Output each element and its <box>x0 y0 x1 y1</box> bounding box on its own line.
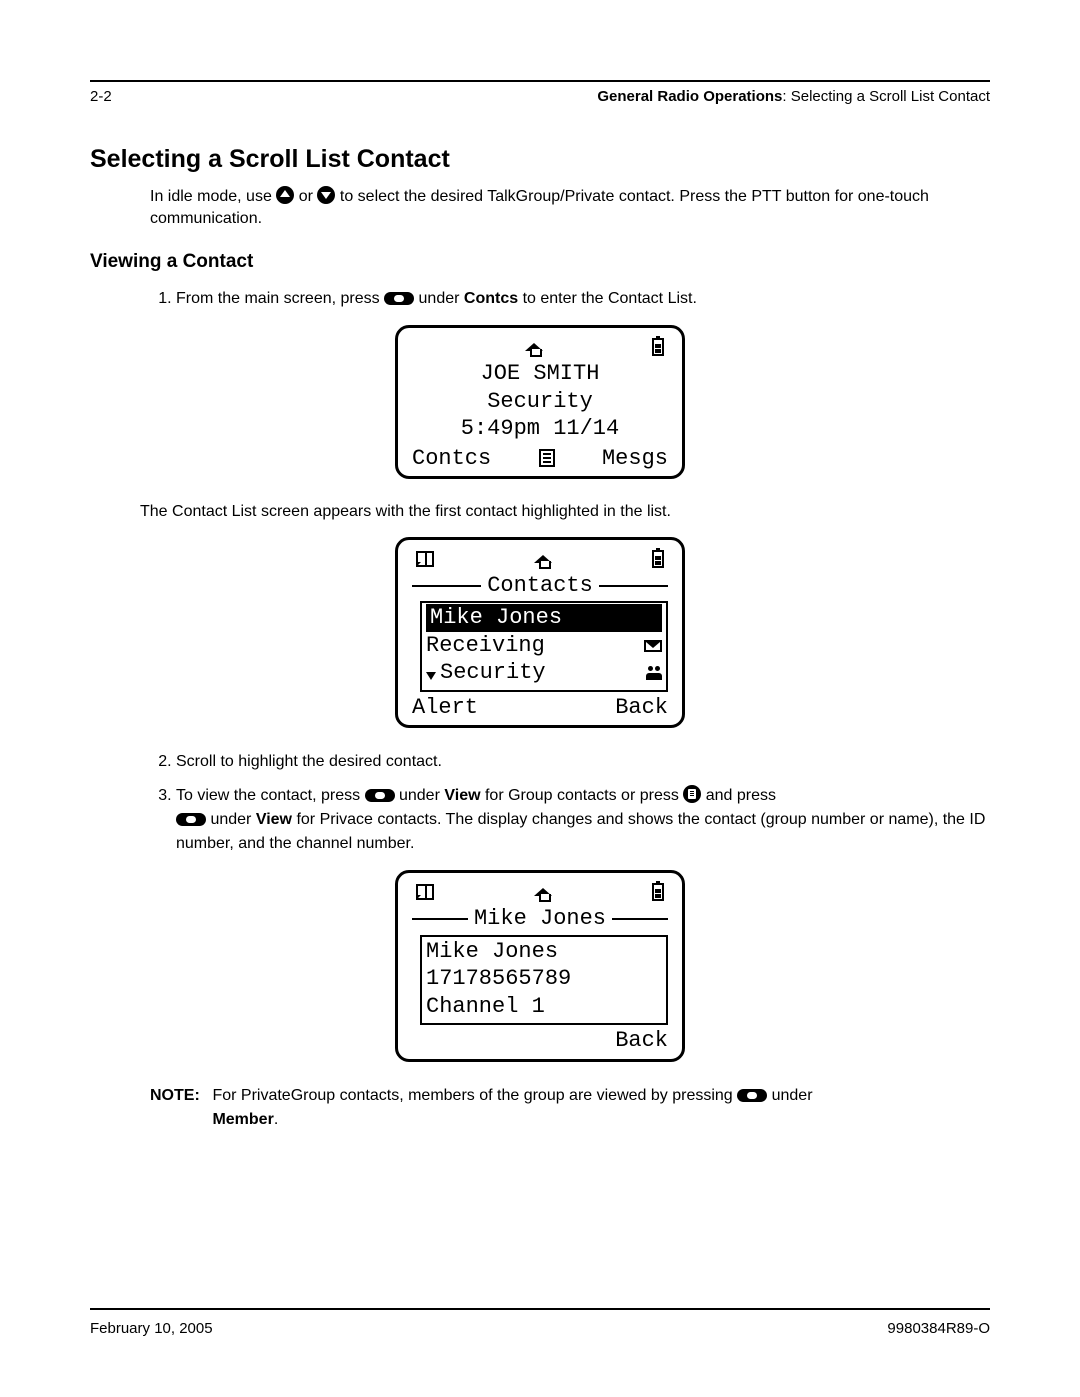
step-list: From the main screen, press under Contcs… <box>150 287 990 311</box>
lcd3-row2: 17178565789 <box>426 965 662 993</box>
page-footer: February 10, 2005 9980384R89-O <box>90 1308 990 1337</box>
heading-1: Selecting a Scroll List Contact <box>90 145 990 174</box>
header-title: General Radio Operations: Selecting a Sc… <box>597 88 990 105</box>
lcd2-row3: Security <box>440 660 546 685</box>
page: 2-2 General Radio Operations: Selecting … <box>0 0 1080 1397</box>
footer-rule <box>90 1308 990 1310</box>
softkey-icon <box>384 292 414 305</box>
home-icon <box>534 884 552 900</box>
lcd1-softkey-right: Mesgs <box>602 445 668 473</box>
book-icon <box>416 551 434 567</box>
lcd2-listbox: Mike Jones Receiving Security <box>420 601 668 692</box>
footer-date: February 10, 2005 <box>90 1320 213 1337</box>
step-3: To view the contact, press under View fo… <box>176 784 990 856</box>
home-icon <box>525 339 543 355</box>
lcd3-row1: Mike Jones <box>426 938 662 966</box>
lcd2-softkey-left: Alert <box>412 694 478 722</box>
lcd-screen-idle: JOE SMITH Security 5:49pm 11/14 Contcs M… <box>395 325 685 479</box>
group-icon <box>646 666 662 680</box>
softkey-icon <box>737 1089 767 1102</box>
header-rule <box>90 80 990 82</box>
running-header: 2-2 General Radio Operations: Selecting … <box>90 88 990 105</box>
lcd-screen-contact-detail: Mike Jones Mike Jones 17178565789 Channe… <box>395 870 685 1062</box>
book-icon <box>416 884 434 900</box>
heading-2: Viewing a Contact <box>90 251 990 273</box>
lcd3-softkey-right: Back <box>615 1027 668 1055</box>
battery-icon <box>652 883 664 901</box>
message-icon <box>644 640 662 652</box>
softkey-icon <box>365 789 395 802</box>
home-icon <box>534 551 552 567</box>
up-arrow-icon <box>276 186 294 204</box>
battery-icon <box>652 550 664 568</box>
softkey-icon <box>176 813 206 826</box>
step-2: Scroll to highlight the desired contact. <box>176 750 990 774</box>
lcd1-line1: JOE SMITH <box>412 360 668 388</box>
note: NOTE: For PrivateGroup contacts, members… <box>150 1084 990 1132</box>
lcd2-row1: Mike Jones <box>426 604 662 632</box>
lcd1-line2: Security <box>412 388 668 416</box>
scroll-down-icon <box>426 672 436 680</box>
down-arrow-icon <box>317 186 335 204</box>
lcd2-title: Contacts <box>481 572 599 600</box>
lcd1-softkey-left: Contcs <box>412 445 491 473</box>
lcd2-softkey-right: Back <box>615 694 668 722</box>
battery-icon <box>652 338 664 356</box>
step-list-2: Scroll to highlight the desired contact.… <box>150 750 990 856</box>
list-icon <box>539 449 555 467</box>
page-number: 2-2 <box>90 88 112 105</box>
note-label: NOTE: <box>150 1084 208 1108</box>
lcd3-row3: Channel 1 <box>426 993 662 1021</box>
lcd2-row2: Receiving <box>426 632 545 660</box>
menu-button-icon <box>683 785 701 803</box>
mid-paragraph: The Contact List screen appears with the… <box>140 501 990 523</box>
lcd3-listbox: Mike Jones 17178565789 Channel 1 <box>420 935 668 1026</box>
lcd3-title: Mike Jones <box>468 905 612 933</box>
intro-paragraph: In idle mode, use or to select the desir… <box>150 186 990 229</box>
lcd-screen-contacts: Contacts Mike Jones Receiving Security A… <box>395 537 685 729</box>
steps-block: From the main screen, press under Contcs… <box>150 287 990 311</box>
lcd1-line3: 5:49pm 11/14 <box>412 415 668 443</box>
footer-doc-id: 9980384R89-O <box>887 1320 990 1337</box>
step-1: From the main screen, press under Contcs… <box>176 287 990 311</box>
